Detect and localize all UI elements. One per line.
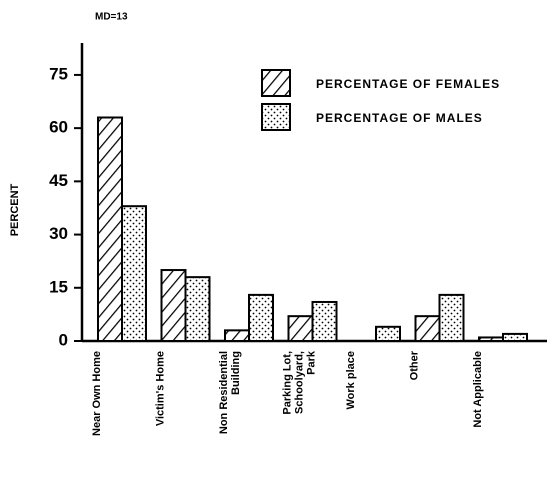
y-tick-label: 45: [49, 171, 68, 190]
x-tick-label: Victim's Home: [155, 351, 167, 426]
bar: [478, 336, 504, 343]
bar: [502, 332, 528, 342]
bar: [248, 293, 274, 342]
x-tick-label: Work place: [345, 351, 357, 410]
bar: [311, 300, 338, 343]
y-tick-label: 30: [49, 224, 68, 243]
x-tick-label-line: Schoolyard,: [294, 351, 306, 414]
x-tick-label-line: Non Residential: [218, 351, 230, 434]
bar: [160, 269, 187, 342]
x-tick-label-line: Building: [230, 351, 242, 395]
bar: [121, 205, 147, 342]
bar: [287, 315, 314, 342]
bar: [97, 116, 123, 342]
y-axis-label: PERCENT: [9, 183, 21, 236]
x-tick-label-line: Near Own Home: [91, 351, 103, 436]
bar: [375, 325, 401, 342]
y-tick-label: 60: [49, 118, 68, 137]
annotation: MD=13: [95, 12, 128, 23]
x-tick-label: Other: [409, 350, 421, 380]
legend-swatch: [261, 69, 291, 97]
bar: [224, 329, 250, 343]
y-tick-label: 0: [59, 330, 68, 349]
x-tick-label-line: Work place: [345, 351, 357, 410]
legend-label: PERCENTAGE OF FEMALES: [316, 77, 500, 91]
x-tick-label-line: Parking Lot,: [282, 351, 294, 415]
bar: [184, 276, 211, 342]
x-tick-label: Near Own Home: [91, 351, 103, 436]
y-tick-label: 15: [49, 277, 68, 296]
x-tick-label-line: Other: [409, 350, 421, 380]
x-tick-label: Parking Lot,Schoolyard,Park: [282, 350, 318, 414]
x-tick-label: Non ResidentialBuilding: [218, 351, 242, 434]
x-tick-label-line: Park: [306, 350, 318, 375]
x-tick-label-line: Victim's Home: [155, 351, 167, 426]
bar: [438, 293, 465, 342]
x-tick-label: Not Applicable: [472, 351, 484, 428]
bar: [414, 315, 441, 342]
x-tick-label-line: Not Applicable: [472, 351, 484, 428]
legend-label: PERCENTAGE OF MALES: [316, 111, 483, 125]
y-tick-label: 75: [49, 64, 68, 83]
legend-swatch: [261, 103, 291, 131]
